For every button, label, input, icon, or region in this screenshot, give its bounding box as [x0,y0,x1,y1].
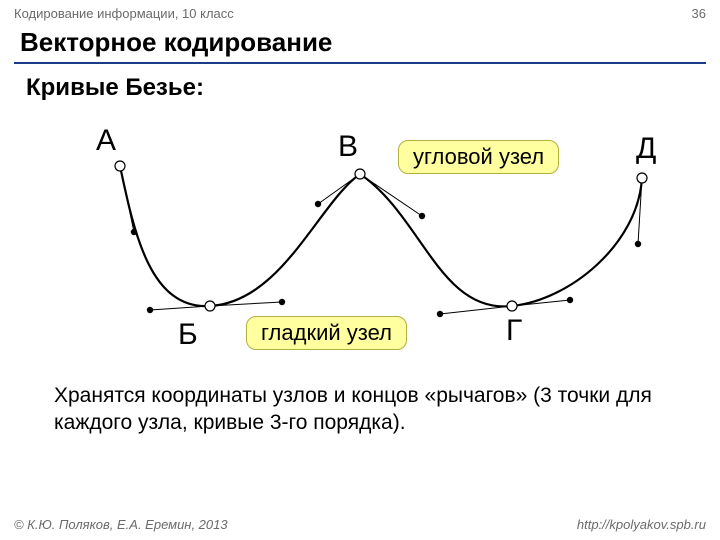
label-g: Г [506,314,522,348]
label-d: Д [636,132,656,166]
course-label: Кодирование информации, 10 класс [14,6,234,21]
title-divider [14,62,706,64]
callout-smooth-node: гладкий узел [246,316,407,350]
subtitle: Кривые Безье: [0,72,720,106]
page-title: Векторное кодирование [0,23,720,62]
page-number: 36 [692,6,706,21]
footer-copyright: © К.Ю. Поляков, Е.А. Еремин, 2013 [14,517,228,532]
bezier-diagram: А Б В Г Д угловой узел гладкий узел [0,106,720,376]
callout-corner-node: угловой узел [398,140,559,174]
footer-url: http://kpolyakov.spb.ru [577,517,706,532]
label-a: А [96,124,116,158]
label-b: Б [178,318,198,352]
label-v: В [338,130,358,164]
body-text: Хранятся координаты узлов и концов «рыча… [0,376,720,437]
